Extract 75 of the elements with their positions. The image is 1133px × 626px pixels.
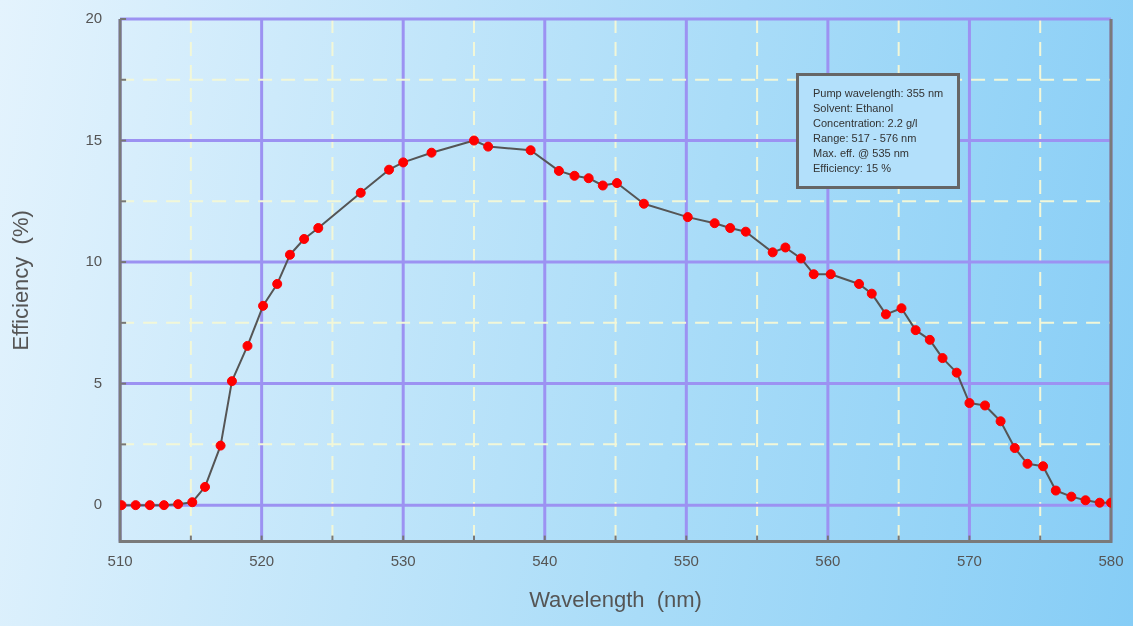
point (525, 145, 536, 156)
point (808, 269, 819, 280)
point (187, 497, 198, 508)
point (483, 141, 494, 152)
x-tick-label: 530 (390, 551, 416, 569)
point (398, 157, 409, 168)
x-tick-label: 550 (673, 551, 699, 569)
x-tick-label: 570 (956, 551, 982, 569)
annotation: Solvent: Ethanol (813, 101, 895, 116)
annotation: Max. eff. @ 535 nm (813, 146, 910, 161)
point (937, 353, 948, 364)
x-axis-title: Wavelength (nm) (529, 586, 702, 612)
annotation: Efficiency: 15 % (813, 161, 893, 176)
x-tick-label: 520 (249, 551, 275, 569)
point (995, 416, 1006, 427)
point (767, 247, 778, 258)
point (1009, 443, 1020, 454)
point (1066, 491, 1077, 502)
point (951, 367, 962, 378)
annotation: Range: 517 - 576 nm (813, 131, 918, 146)
point (1080, 495, 1091, 506)
annotation: Pump wavelength: 355 nm (813, 86, 944, 101)
point (964, 398, 975, 409)
point (1022, 458, 1033, 469)
y-tick-label: 5 (93, 373, 103, 391)
point (200, 481, 211, 492)
point (780, 242, 791, 253)
point (468, 135, 479, 146)
x-tick-label: 510 (107, 551, 133, 569)
point (130, 500, 141, 511)
point (980, 400, 991, 411)
point (1038, 461, 1049, 472)
y-tick-label: 15 (85, 130, 103, 148)
point (924, 334, 935, 345)
point (682, 212, 693, 223)
point (226, 376, 237, 387)
point (1050, 485, 1061, 496)
point (313, 223, 324, 234)
point (215, 440, 226, 451)
point (910, 325, 921, 336)
point (258, 300, 269, 311)
point (426, 147, 437, 158)
point (638, 198, 649, 209)
point (284, 249, 295, 260)
point (795, 253, 806, 264)
point (173, 499, 184, 510)
point (854, 278, 865, 289)
point (597, 180, 608, 191)
point (1094, 497, 1105, 508)
point (866, 288, 877, 299)
point (611, 178, 622, 189)
point (242, 340, 253, 351)
point (569, 170, 580, 181)
point (880, 309, 891, 320)
y-tick-label: 20 (85, 9, 103, 27)
point (299, 233, 310, 244)
annotation: Concentration: 2.2 g/l (813, 116, 919, 131)
point (272, 278, 283, 289)
x-tick-label: 540 (532, 551, 558, 569)
point (896, 303, 907, 314)
x-tick-label: 560 (815, 551, 841, 569)
point (355, 187, 366, 198)
point (583, 173, 594, 184)
x-tick-label: 580 (1098, 551, 1124, 569)
point (725, 223, 736, 234)
y-axis-title: Efficiency (%) (8, 210, 34, 351)
point (144, 500, 155, 511)
point (740, 226, 751, 237)
point (553, 165, 564, 176)
y-tick-label: 10 (85, 252, 103, 270)
point (384, 164, 395, 175)
point (158, 500, 169, 511)
point (709, 218, 720, 229)
y-tick-label: 0 (93, 495, 103, 513)
point (825, 269, 836, 280)
